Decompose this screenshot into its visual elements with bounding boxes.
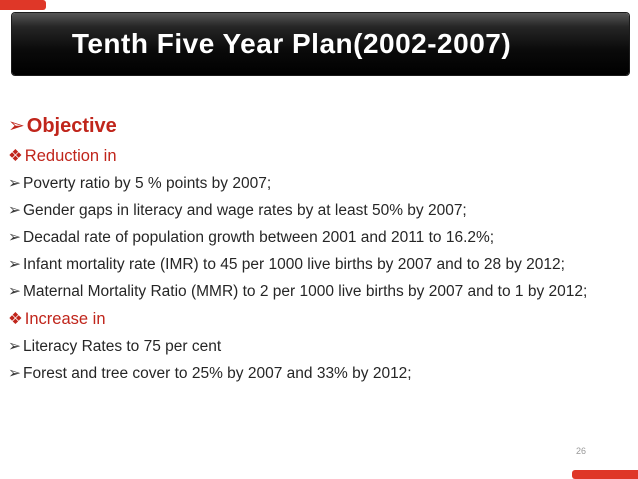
- line-text: Decadal rate of population growth betwee…: [23, 229, 495, 246]
- bullet-item-forest-cover: ➢ Forest and tree cover to 25% by 2007 an…: [8, 363, 612, 384]
- slide-frame-corner-top-left: [0, 0, 46, 10]
- line-text: Poverty ratio by 5 % points by 2007;: [23, 175, 272, 192]
- line-text: Literacy Rates to 75 per cent: [23, 338, 222, 355]
- bullet-item-poverty: ➢ Poverty ratio by 5 % points by 2007;: [8, 173, 612, 194]
- slide-body: ➢ Objective ❖ Reduction in ➢ Poverty ratio …: [8, 113, 612, 390]
- line-text: Gender gaps in literacy and wage rates b…: [23, 202, 467, 219]
- title-bar: Tenth Five Year Plan(2002-2007): [12, 13, 629, 75]
- bullet-item-maternal-mortality: ➢ Maternal Mortality Ratio (MMR) to 2 per…: [8, 281, 612, 302]
- line-text: Objective: [26, 115, 117, 137]
- arrow-bullet-icon: ➢: [8, 202, 21, 219]
- line-text: Infant mortality rate (IMR) to 45 per 10…: [23, 256, 565, 273]
- line-text: Forest and tree cover to 25% by 2007 and…: [23, 365, 412, 382]
- arrow-bullet-icon: ➢: [8, 283, 21, 300]
- arrow-bullet-icon: ➢: [8, 338, 21, 355]
- line-text: Maternal Mortality Ratio (MMR) to 2 per …: [23, 283, 588, 300]
- arrow-bullet-icon: ➢: [8, 229, 21, 246]
- bullet-item-gender-gaps: ➢ Gender gaps in literacy and wage rates …: [8, 200, 612, 221]
- arrow-bullet-icon: ➢: [8, 175, 21, 192]
- bullet-item-decadal-growth: ➢ Decadal rate of population growth betwe…: [8, 227, 612, 248]
- arrow-bullet-icon: ➢: [8, 256, 21, 273]
- slide-title: Tenth Five Year Plan(2002-2007): [71, 28, 512, 59]
- diamond-bullet-icon: ❖: [8, 310, 23, 328]
- bullet-item-literacy-rates: ➢ Literacy Rates to 75 per cent: [8, 336, 612, 357]
- diamond-bullet-icon: ❖: [8, 147, 23, 165]
- page-number: 26: [576, 446, 587, 456]
- line-text: Reduction in: [24, 147, 117, 165]
- objective-heading: ➢ Objective: [8, 113, 612, 139]
- arrow-bullet-icon: ➢: [8, 115, 25, 137]
- reduction-subheading: ❖ Reduction in: [8, 145, 612, 167]
- bullet-item-infant-mortality: ➢ Infant mortality rate (IMR) to 45 per 1…: [8, 254, 612, 275]
- arrow-bullet-icon: ➢: [8, 365, 21, 382]
- slide-frame-corner-bottom-right: [572, 470, 638, 479]
- increase-subheading: ❖ Increase in: [8, 308, 612, 330]
- line-text: Increase in: [24, 310, 106, 328]
